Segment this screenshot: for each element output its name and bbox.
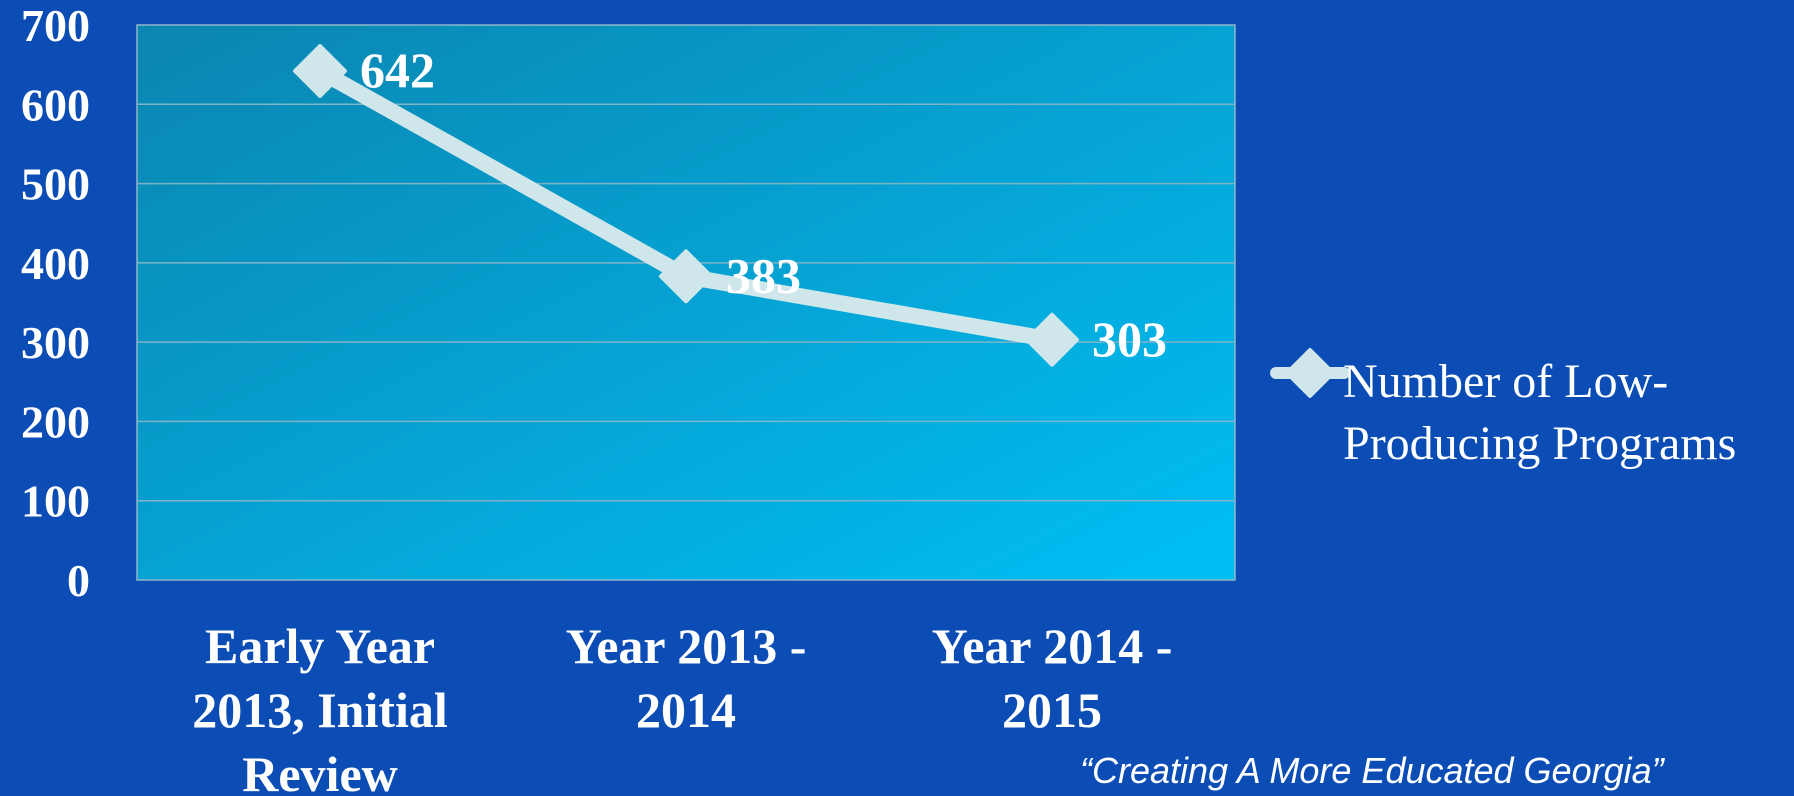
series-layer: 642 383 303 [293, 42, 1167, 367]
data-label: 383 [726, 247, 801, 303]
data-label: 303 [1092, 311, 1167, 367]
legend: Number of Low- Producing Programs [1270, 348, 1736, 470]
y-tick-label: 600 [21, 79, 90, 130]
y-tick-label: 0 [67, 555, 90, 606]
x-category-label-line: Year 2014 - [932, 618, 1173, 674]
y-tick-label: 700 [21, 0, 90, 51]
x-axis-categories: Early Year 2013, Initial Review Year 2013 -… [192, 618, 1172, 796]
x-category-label-line: 2015 [1002, 682, 1102, 738]
x-category-label-line: Year 2013 - [566, 618, 807, 674]
legend-label: Number of Low- Producing Programs [1343, 355, 1736, 470]
data-point-marker [659, 249, 713, 304]
gridlines [137, 103, 1235, 502]
x-category-label: Year 2014 - 2015 [932, 618, 1173, 738]
x-category-label-line: Review [242, 746, 398, 796]
footer-tagline: “Creating A More Educated Georgia” [1080, 750, 1664, 791]
x-category-label: Early Year 2013, Initial Review [192, 618, 448, 796]
legend-label-line: Producing Programs [1343, 417, 1736, 470]
y-tick-label: 500 [21, 159, 90, 210]
y-tick-label: 400 [21, 238, 90, 289]
y-tick-label: 200 [21, 396, 90, 447]
x-category-label: Year 2013 - 2014 [566, 618, 807, 738]
y-tick-label: 100 [21, 476, 90, 527]
data-point-marker [293, 43, 347, 98]
x-category-label-line: 2013, Initial [192, 682, 448, 738]
y-tick-label: 300 [21, 317, 90, 368]
x-category-label-line: Early Year [205, 618, 435, 674]
data-label: 642 [360, 42, 435, 98]
legend-marker [1285, 348, 1335, 398]
y-axis-ticks: 0 100 200 300 400 500 600 700 [21, 0, 90, 606]
data-point-marker [1025, 312, 1079, 367]
x-category-label-line: 2014 [636, 682, 736, 738]
legend-label-line: Number of Low- [1343, 355, 1668, 408]
